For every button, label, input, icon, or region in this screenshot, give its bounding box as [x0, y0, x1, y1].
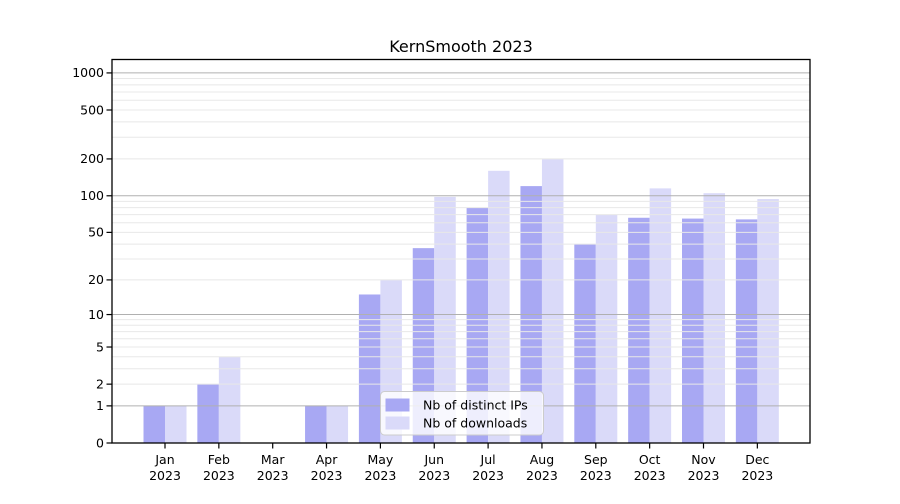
x-tick-label-month: Aug [530, 452, 554, 467]
legend-label-distinct-ips: Nb of distinct IPs [423, 398, 528, 413]
x-tick-label-year: 2023 [634, 468, 666, 483]
y-tick-label: 50 [88, 225, 104, 240]
x-tick-label-month: Jan [154, 452, 174, 467]
x-tick-label-month: May [367, 452, 393, 467]
x-tick-label-month: Jul [480, 452, 496, 467]
x-tick-label-year: 2023 [257, 468, 289, 483]
legend-swatch-distinct-ips [385, 398, 410, 412]
y-tick-label: 100 [80, 188, 104, 203]
x-tick-label-year: 2023 [472, 468, 504, 483]
x-tick-label-month: Nov [691, 452, 716, 467]
bar-distinct-ips-oct [628, 217, 650, 443]
legend-swatch-downloads [385, 416, 410, 430]
bar-downloads-nov [703, 193, 725, 443]
bar-downloads-feb [218, 356, 241, 443]
y-tick-label: 10 [88, 307, 104, 322]
x-tick-label-month: Feb [208, 452, 230, 467]
bar-distinct-ips-feb [197, 384, 219, 443]
bar-downloads-aug [541, 158, 564, 443]
x-tick-label-year: 2023 [203, 468, 235, 483]
legend-frame [380, 391, 544, 436]
y-tick-label: 200 [80, 151, 104, 166]
x-tick-label-year: 2023 [364, 468, 396, 483]
x-tick-label-month: Apr [316, 452, 338, 467]
chart-title: KernSmooth 2023 [389, 37, 533, 56]
y-tick-label: 1 [96, 398, 104, 413]
bar-downloads-jul [488, 170, 510, 444]
y-tick-label: 5 [96, 339, 104, 354]
bar-distinct-ips-nov [682, 218, 704, 443]
bar-distinct-ips-sep [574, 244, 596, 443]
bar-downloads-dec [757, 199, 779, 443]
bar-distinct-ips-jan [143, 405, 165, 443]
plot-border [111, 58, 811, 444]
x-tick-label-month: Mar [261, 452, 285, 467]
x-tick-label-month: Jun [423, 452, 444, 467]
x-tick-label-year: 2023 [149, 468, 181, 483]
x-tick-label-year: 2023 [580, 468, 612, 483]
legend: Nb of distinct IPs Nb of downloads [380, 391, 544, 436]
y-tick-label: 1000 [72, 65, 104, 80]
y-tick-label: 2 [96, 376, 104, 391]
x-tick-label-year: 2023 [526, 468, 558, 483]
y-tick-label: 500 [80, 102, 104, 117]
x-tick-label-month: Sep [584, 452, 608, 467]
bar-downloads-apr [326, 405, 349, 443]
x-tick-label-month: Oct [639, 452, 661, 467]
legend-label-downloads: Nb of downloads [423, 416, 527, 431]
x-tick-label-year: 2023 [418, 468, 450, 483]
x-tick-label-month: Dec [745, 452, 769, 467]
axes-layer: 10005002001005020105210Jan2023Feb2023Mar… [72, 58, 811, 483]
x-tick-label-year: 2023 [688, 468, 720, 483]
y-tick-label: 20 [88, 272, 104, 287]
bar-distinct-ips-apr [305, 405, 327, 443]
bar-downloads-sep [595, 214, 618, 443]
bar-downloads-jan [165, 405, 187, 443]
y-tick-label: 0 [96, 435, 104, 450]
x-tick-label-year: 2023 [741, 468, 773, 483]
x-tick-label-year: 2023 [311, 468, 343, 483]
bar-downloads-oct [649, 188, 672, 443]
